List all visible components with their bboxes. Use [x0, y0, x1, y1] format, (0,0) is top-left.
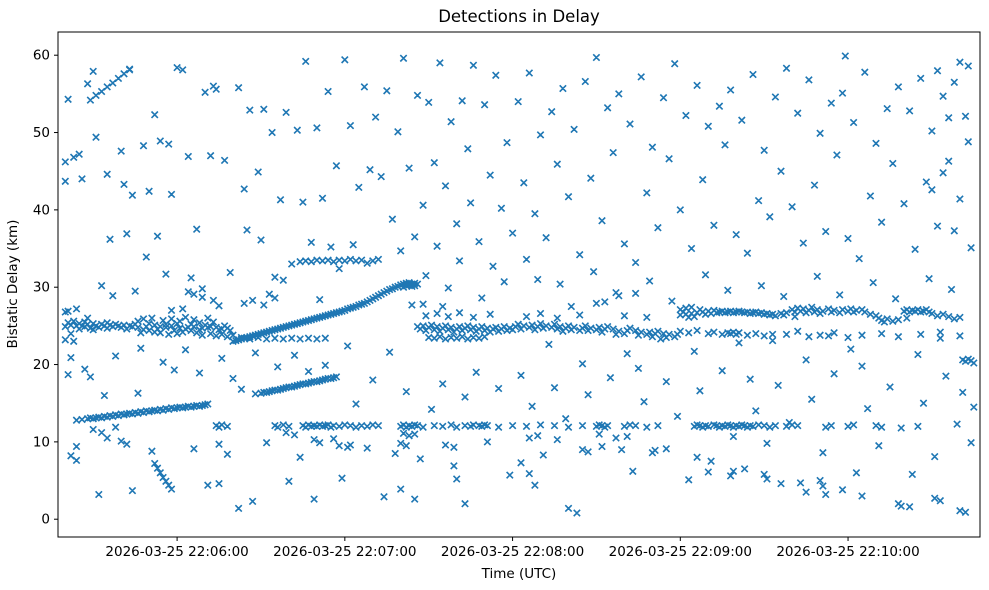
x-tick-label: 2026-03-25 22:07:00: [273, 544, 416, 560]
x-tick-label: 2026-03-25 22:10:00: [776, 544, 919, 560]
x-tick-label: 2026-03-25 22:09:00: [609, 544, 752, 560]
x-axis-label: Time (UTC): [481, 566, 557, 582]
x-tick-label: 2026-03-25 22:06:00: [105, 544, 248, 560]
y-tick-label: 60: [33, 48, 50, 64]
y-tick-label: 50: [33, 125, 50, 141]
axes-spines: [57, 31, 981, 538]
y-tick-label: 40: [33, 202, 50, 218]
y-tick-label: 30: [33, 280, 50, 296]
y-tick-label: 20: [33, 357, 50, 373]
y-tick-label: 0: [41, 512, 50, 528]
x-tick-label: 2026-03-25 22:08:00: [441, 544, 584, 560]
scatter-points: [61, 52, 978, 517]
scatter-points-group: [61, 52, 978, 517]
plot-area: 2026-03-25 22:06:00 2026-03-25 22:07:00 20…: [33, 31, 981, 560]
axes-group: 2026-03-25 22:06:00 2026-03-25 22:07:00 20…: [33, 31, 981, 560]
y-tick-label: 10: [33, 434, 50, 450]
y-axis-label: Bistatic Delay (km): [5, 220, 21, 349]
chart-title: Detections in Delay: [438, 7, 600, 26]
